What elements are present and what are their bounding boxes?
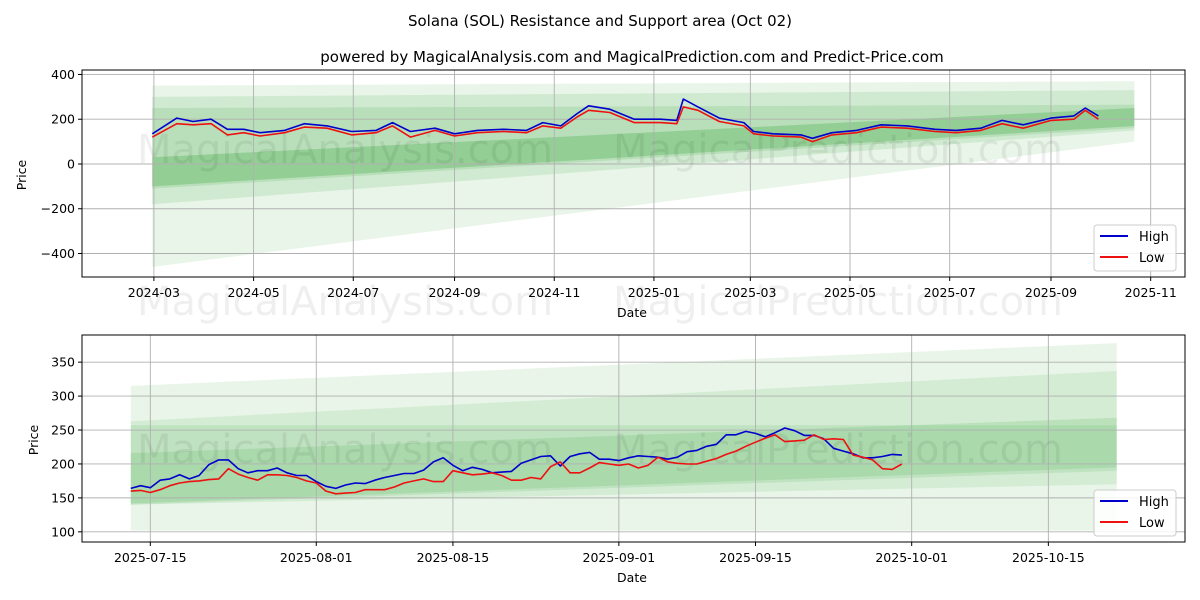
bottom-band-core [130, 417, 1117, 504]
top-band-outer-lower [152, 141, 1135, 267]
top-x-tick-label: 2024-05 [227, 285, 279, 300]
bottom-x-axis-label: Date [617, 570, 647, 585]
top-chart-panel: MagicalAnalysis.com MagicalPrediction.co… [14, 67, 1186, 325]
top-band-layer [152, 81, 1135, 267]
top-x-tick-label: 2025-09 [1025, 285, 1077, 300]
top-y-tick-label: −400 [41, 246, 75, 261]
bottom-band-outer [130, 343, 1117, 531]
top-x-tick-label: 2025-05 [824, 285, 876, 300]
top-legend-low-label: Low [1139, 251, 1165, 266]
top-band-mid-1 [152, 90, 1135, 205]
top-x-tick-label: 2024-07 [327, 285, 379, 300]
top-y-tick-label: 400 [51, 67, 75, 82]
top-y-tick-label: −200 [41, 201, 75, 216]
bottom-y-tick-label: 300 [51, 389, 75, 404]
bottom-x-tick-label: 2025-08-01 [280, 550, 353, 565]
top-x-tick-label: 2025-03 [724, 285, 776, 300]
bottom-axes-frame [81, 334, 1186, 543]
bottom-x-tick-label: 2025-09-15 [719, 550, 792, 565]
top-y-tick-label: 200 [51, 112, 75, 127]
top-x-tick-label: 2025-07 [924, 285, 976, 300]
top-x-tick-label: 2025-11 [1125, 285, 1177, 300]
top-series-low-line [151, 106, 1099, 143]
bottom-ticks: 2025-07-15 2025-08-01 2025-08-15 2025-09-01… [51, 355, 1085, 565]
top-x-tick-label: 2024-11 [528, 285, 580, 300]
chart-suptitle: Solana (SOL) Resistance and Support area… [408, 12, 792, 30]
bottom-chart-panel: MagicalAnalysis.com MagicalPrediction.co… [26, 334, 1186, 585]
bottom-y-tick-label: 200 [51, 456, 75, 471]
bottom-legend-high-label: High [1139, 495, 1169, 510]
bottom-legend: High Low [1093, 489, 1177, 537]
top-series-high-line [151, 98, 1099, 140]
top-band-outer-upper [152, 81, 1135, 142]
bottom-series-layer [130, 427, 903, 495]
top-legend-high-label: High [1139, 230, 1169, 245]
bottom-y-tick-label: 100 [51, 524, 75, 539]
watermark-analysis-top-lower: MagicalAnalysis.com [137, 279, 553, 325]
watermark-analysis-top: MagicalAnalysis.com [137, 127, 553, 173]
top-ticks: 2024-03 2024-05 2024-07 2024-09 2024-11 2025-… [41, 67, 1177, 300]
chart-subtitle: powered by MagicalAnalysis.com and Magic… [320, 48, 944, 66]
top-y-axis-label: Price [14, 159, 29, 190]
bottom-x-tick-label: 2025-10-15 [1012, 550, 1085, 565]
bottom-series-high-line [130, 427, 902, 490]
bottom-x-tick-label: 2025-10-01 [875, 550, 948, 565]
top-x-axis-label: Date [617, 305, 647, 320]
bottom-grid [82, 335, 1185, 542]
bottom-x-tick-label: 2025-07-15 [114, 550, 187, 565]
bottom-y-tick-label: 150 [51, 490, 75, 505]
top-x-tick-label: 2025-01 [628, 285, 680, 300]
top-y-tick-label: 0 [67, 156, 75, 171]
top-axes-frame [81, 69, 1186, 278]
bottom-y-axis-label: Price [26, 424, 41, 455]
bottom-x-tick-label: 2025-09-01 [583, 550, 656, 565]
bottom-y-tick-label: 350 [51, 355, 75, 370]
bottom-band-mid-1 [130, 370, 1117, 505]
bottom-legend-low-label: Low [1139, 516, 1165, 531]
top-x-tick-label: 2024-03 [128, 285, 180, 300]
top-legend: High Low [1093, 224, 1177, 272]
watermark-analysis-bottom: MagicalAnalysis.com [137, 427, 553, 473]
bottom-series-low-line [130, 433, 903, 495]
top-series-layer [151, 98, 1099, 143]
watermark-prediction-top-lower: MagicalPrediction.com [613, 279, 1063, 325]
bottom-x-tick-label: 2025-08-15 [417, 550, 490, 565]
top-x-tick-label: 2024-09 [428, 285, 480, 300]
bottom-y-tick-label: 250 [51, 423, 75, 438]
